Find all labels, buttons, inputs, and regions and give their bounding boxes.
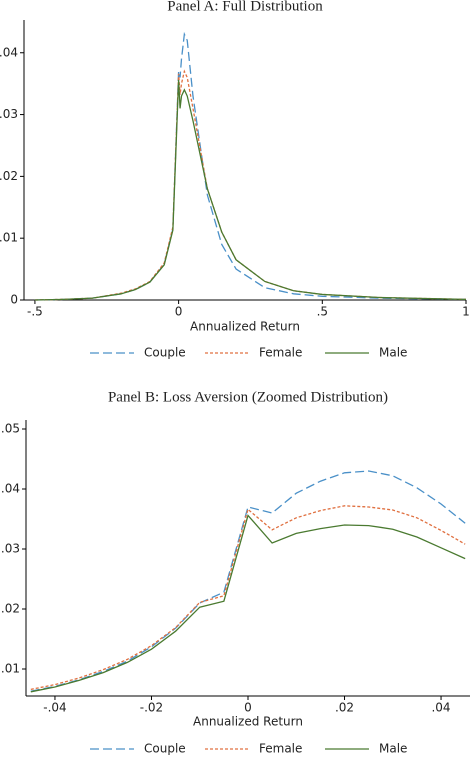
y-tick-label: .02 <box>0 169 18 183</box>
y-tick-label: .03 <box>0 107 18 121</box>
legend-label: Couple <box>144 742 186 756</box>
y-tick-label: .05 <box>1 422 20 436</box>
x-tick-label: 0 <box>244 701 252 715</box>
x-tick-label: 0 <box>175 305 183 319</box>
x-tick-label: .02 <box>335 701 354 715</box>
y-tick-label: .04 <box>1 482 20 496</box>
series-line <box>30 514 466 693</box>
legend-label: Female <box>259 346 302 360</box>
y-tick-label: .01 <box>1 662 20 676</box>
series-line <box>30 470 466 692</box>
x-tick-label: 1 <box>462 305 470 319</box>
legend-label: Male <box>379 346 407 360</box>
y-tick-label: 0 <box>10 293 18 307</box>
y-tick-label: .01 <box>0 231 18 245</box>
y-tick-label: .04 <box>0 45 18 59</box>
x-tick-label: -.02 <box>140 701 163 715</box>
legend-label: Female <box>259 742 302 756</box>
x-tick-label: .5 <box>317 305 328 319</box>
x-tick-label: .04 <box>431 701 450 715</box>
x-tick-label: -.04 <box>43 701 66 715</box>
y-tick-label: .03 <box>1 542 20 556</box>
series-line <box>34 31 467 301</box>
x-axis-label: Annualized Return <box>193 715 303 729</box>
panel-title: Panel A: Full Distribution <box>167 0 323 14</box>
legend-label: Male <box>379 742 407 756</box>
panel-title: Panel B: Loss Aversion (Zoomed Distribut… <box>108 389 388 405</box>
y-tick-label: .02 <box>1 602 20 616</box>
series-line <box>34 79 467 301</box>
x-tick-label: -.5 <box>27 305 43 319</box>
x-axis-label: Annualized Return <box>190 320 300 334</box>
legend-label: Couple <box>144 346 186 360</box>
series-line <box>34 69 467 301</box>
series-line <box>30 505 466 691</box>
